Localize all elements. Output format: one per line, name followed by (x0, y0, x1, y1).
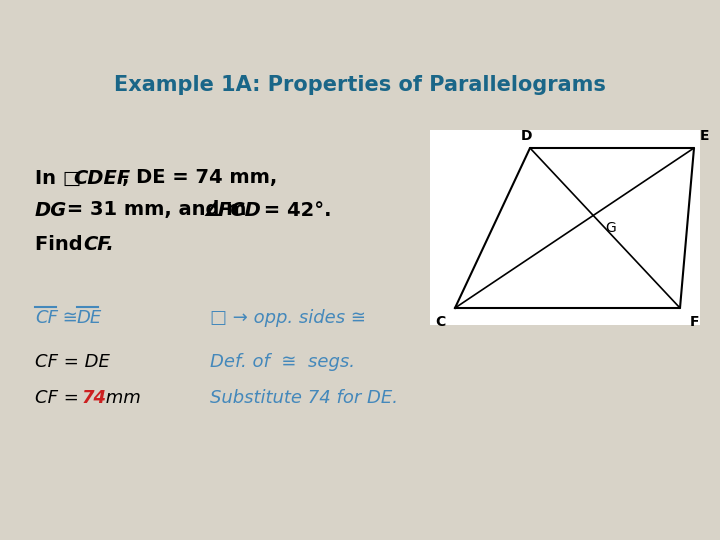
Text: CF =: CF = (35, 389, 85, 407)
Text: C: C (435, 315, 445, 329)
Text: DE: DE (77, 309, 102, 327)
Text: Example 1A: Properties of Parallelograms: Example 1A: Properties of Parallelograms (114, 75, 606, 95)
Text: ∠: ∠ (203, 200, 220, 219)
Text: Find: Find (35, 235, 89, 254)
Text: G: G (605, 221, 616, 235)
Text: E: E (700, 129, 709, 143)
Text: = 42°.: = 42°. (257, 200, 331, 219)
Text: = 31 mm, and m: = 31 mm, and m (60, 200, 246, 219)
Text: mm: mm (100, 389, 140, 407)
Text: , DE = 74 mm,: , DE = 74 mm, (122, 168, 277, 187)
Text: 74: 74 (82, 389, 107, 407)
Text: ≅: ≅ (57, 309, 84, 327)
Text: Def. of  ≅  segs.: Def. of ≅ segs. (210, 353, 355, 371)
Text: CF = DE: CF = DE (35, 353, 110, 371)
Text: CDEF: CDEF (73, 168, 130, 187)
Bar (430, 130, 700, 325)
Text: DG: DG (35, 200, 67, 219)
Text: F: F (690, 315, 700, 329)
Text: In □: In □ (35, 168, 81, 187)
Text: D: D (521, 129, 533, 143)
Text: Substitute 74 for DE.: Substitute 74 for DE. (210, 389, 398, 407)
Text: CF.: CF. (83, 235, 114, 254)
Text: FCD: FCD (218, 200, 262, 219)
Text: CF: CF (35, 309, 58, 327)
Text: □ → opp. sides ≅: □ → opp. sides ≅ (210, 309, 366, 327)
